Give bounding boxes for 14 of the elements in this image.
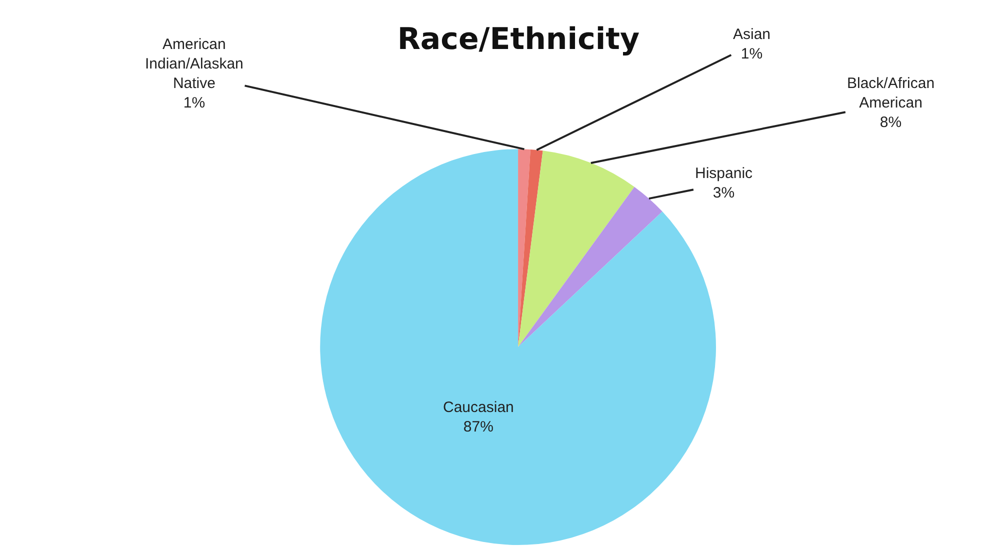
slice-label: American Indian/Alaskan Native: [145, 36, 244, 92]
data-label: 1%: [740, 46, 763, 62]
slice-label: Asian: [733, 26, 771, 43]
chart-title: Race/Ethnicity: [397, 22, 640, 57]
pie-slice: [518, 150, 634, 348]
data-label: 1%: [183, 94, 206, 112]
pie-slice: [518, 186, 662, 348]
slice-label: Caucasian: [443, 399, 514, 416]
data-label: 8%: [880, 114, 902, 131]
data-label: 3%: [712, 184, 735, 202]
slice-label: Hispanic: [695, 165, 754, 182]
data-label: 87%: [463, 418, 494, 436]
pie-slice: [518, 149, 543, 348]
slice-label: Black/African American: [847, 75, 935, 112]
